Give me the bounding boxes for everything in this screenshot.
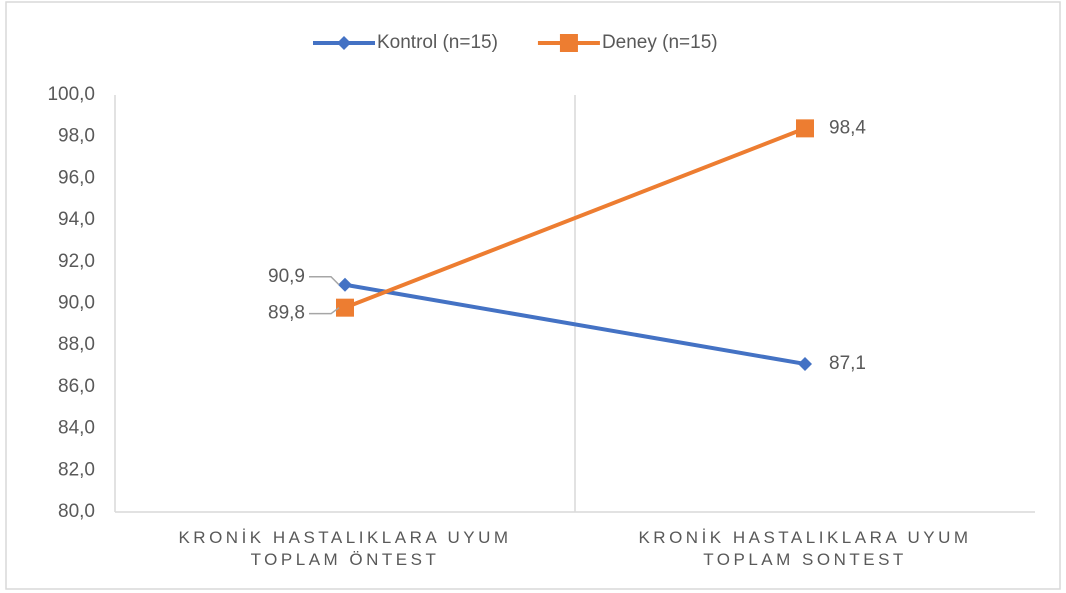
y-tick-label: 96,0: [58, 167, 95, 188]
marker: [336, 298, 354, 317]
y-tick-label: 98,0: [58, 126, 95, 147]
x-tick-label: KRONİK HASTALIKLARA UYUM TOPLAM SONTEST: [638, 528, 972, 569]
y-tick-label: 100,0: [47, 84, 95, 105]
data-label: 89,8: [268, 303, 305, 324]
legend-label: Kontrol (n=15): [377, 32, 498, 53]
legend-label: Deney (n=15): [602, 32, 718, 53]
y-tick-label: 86,0: [58, 376, 95, 397]
marker: [796, 119, 814, 138]
marker: [798, 356, 812, 371]
data-label: 87,1: [829, 353, 866, 374]
line: [344, 126, 806, 310]
data-label: 98,4: [829, 117, 866, 138]
y-tick-label: 80,0: [58, 501, 95, 522]
y-tick-label: 88,0: [58, 334, 95, 355]
y-tick-label: 82,0: [58, 459, 95, 480]
legend-marker: [337, 36, 351, 50]
y-tick-label: 90,0: [58, 293, 95, 314]
leader-line: [309, 307, 340, 315]
leader-line: [309, 275, 340, 286]
y-tick-label: 94,0: [58, 209, 95, 230]
y-tick-label: 84,0: [58, 418, 95, 439]
marker: [338, 277, 352, 292]
x-tick-label: KRONİK HASTALIKLARA UYUM TOPLAM ÖNTEST: [178, 528, 512, 569]
line: [344, 282, 806, 366]
y-tick-label: 92,0: [58, 251, 95, 272]
data-label: 90,9: [268, 266, 305, 287]
chart-border: [5, 1, 1061, 590]
legend-marker: [559, 34, 578, 52]
